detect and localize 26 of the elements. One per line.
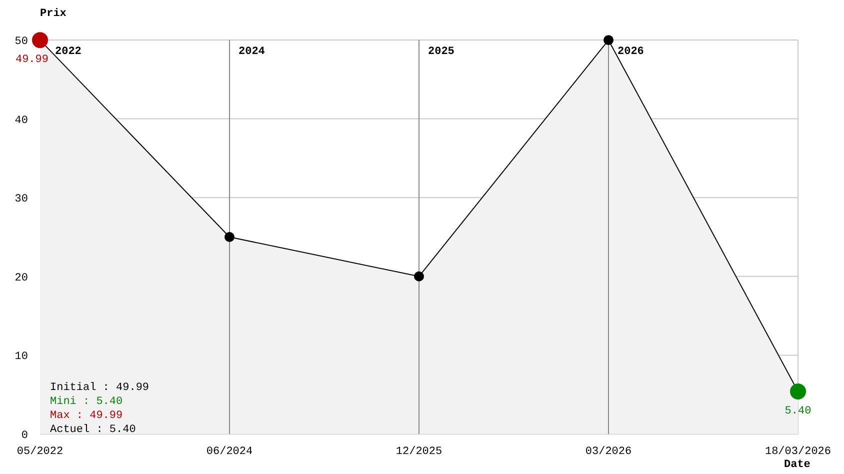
y-tick-label: 30	[14, 194, 28, 206]
annotation: Max : 49.99	[50, 410, 123, 422]
ref-line-label: 2025	[428, 46, 455, 58]
annotation: Mini : 5.40	[50, 396, 123, 408]
y-tick-label: 10	[14, 351, 28, 364]
data-label: 49.99	[15, 54, 49, 66]
x-tick-label: 06/2024	[206, 446, 253, 458]
x-tick-label: 12/2025	[396, 446, 442, 458]
ref-line-label: 2024	[238, 46, 266, 58]
y-axis-title: Prix	[40, 8, 67, 20]
ref-line-label: 2026	[618, 46, 644, 58]
point	[224, 232, 234, 242]
annotation: Initial : 49.99	[50, 382, 150, 394]
annotation: Actuel : 5.40	[50, 424, 136, 436]
y-tick-label: 0	[21, 430, 28, 442]
annotation: 2022	[55, 46, 82, 58]
x-tick-label: 18/03/2026	[764, 446, 832, 458]
x-axis-title: Date	[784, 459, 811, 471]
y-tick-label: 20	[14, 272, 28, 284]
y-tick-label: 50	[14, 36, 28, 48]
y-tick-label: 40	[14, 114, 28, 127]
point	[414, 271, 424, 282]
x-tick-label: 05/2022	[16, 446, 64, 458]
x-tick-label: 03/2026	[585, 446, 632, 458]
point	[604, 35, 614, 46]
data-label: 5.40	[784, 405, 812, 418]
